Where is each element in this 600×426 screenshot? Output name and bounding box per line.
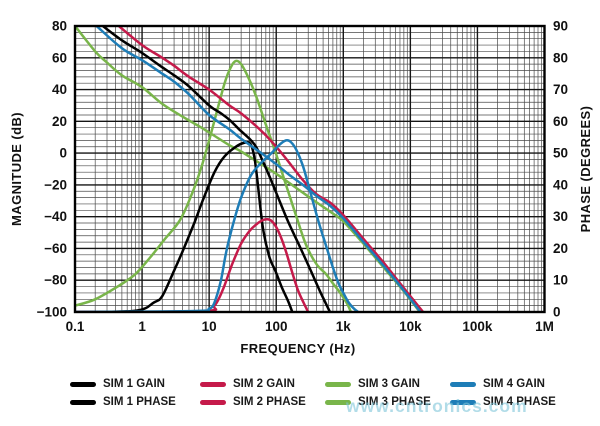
y-right-tick: 40 <box>553 177 568 192</box>
plot-frame <box>73 24 546 314</box>
x-tick: 1M <box>535 319 554 334</box>
y-left-tick: −40 <box>44 209 67 224</box>
y-right-tick: 90 <box>553 19 568 34</box>
y-left-tick: 40 <box>52 82 67 97</box>
x-tick-labels: 0.1 1 10 100 1k 10k 100k 1M <box>66 319 554 334</box>
curve-sim-2-phase <box>75 218 310 312</box>
y-right-axis-title: PHASE (DEGREES) <box>578 106 593 233</box>
x-tick: 1 <box>138 319 146 334</box>
x-tick: 100k <box>462 319 493 334</box>
curve-sim-1-phase <box>75 140 294 312</box>
y-right-tick: 0 <box>553 305 561 320</box>
curve-group <box>75 26 425 312</box>
grid-minor-lines <box>75 26 545 312</box>
y-right-tick: 80 <box>553 50 568 65</box>
x-tick: 10k <box>399 319 422 334</box>
x-tick: 100 <box>265 319 288 334</box>
x-axis-title: FREQUENCY (Hz) <box>240 341 355 356</box>
y-left-tick: −20 <box>44 177 67 192</box>
y-right-tick: 30 <box>553 209 568 224</box>
x-tick: 1k <box>336 319 352 334</box>
y-left-tick-labels: 80 60 40 20 0 −20 −40 −60 −80 −100 <box>37 19 67 320</box>
y-left-tick: −80 <box>44 273 67 288</box>
curve-sim-4-gain <box>95 26 422 312</box>
y-left-tick: −100 <box>37 305 67 320</box>
y-right-tick-labels: 90 80 70 60 50 40 30 20 10 0 <box>553 19 568 320</box>
y-right-tick: 50 <box>553 146 568 161</box>
x-tick: 10 <box>202 319 217 334</box>
watermark: www.cntronics.com <box>346 396 528 416</box>
y-left-tick: 60 <box>52 50 67 65</box>
y-right-tick: 10 <box>553 273 568 288</box>
y-left-tick: 80 <box>52 19 67 34</box>
x-tick: 0.1 <box>66 319 85 334</box>
y-left-axis-title: MAGNITUDE (dB) <box>9 112 24 226</box>
curve-sim-3-phase <box>75 59 353 312</box>
y-right-tick: 60 <box>553 114 568 129</box>
curve-sim-4-phase <box>75 138 360 312</box>
y-right-tick: 20 <box>553 241 568 256</box>
curve-sim-1-gain <box>101 26 332 312</box>
curve-sim-3-gain <box>75 26 422 312</box>
y-left-tick: −60 <box>44 241 67 256</box>
y-left-tick: 0 <box>59 146 67 161</box>
y-left-tick: 20 <box>52 114 67 129</box>
y-right-tick: 70 <box>553 82 568 97</box>
